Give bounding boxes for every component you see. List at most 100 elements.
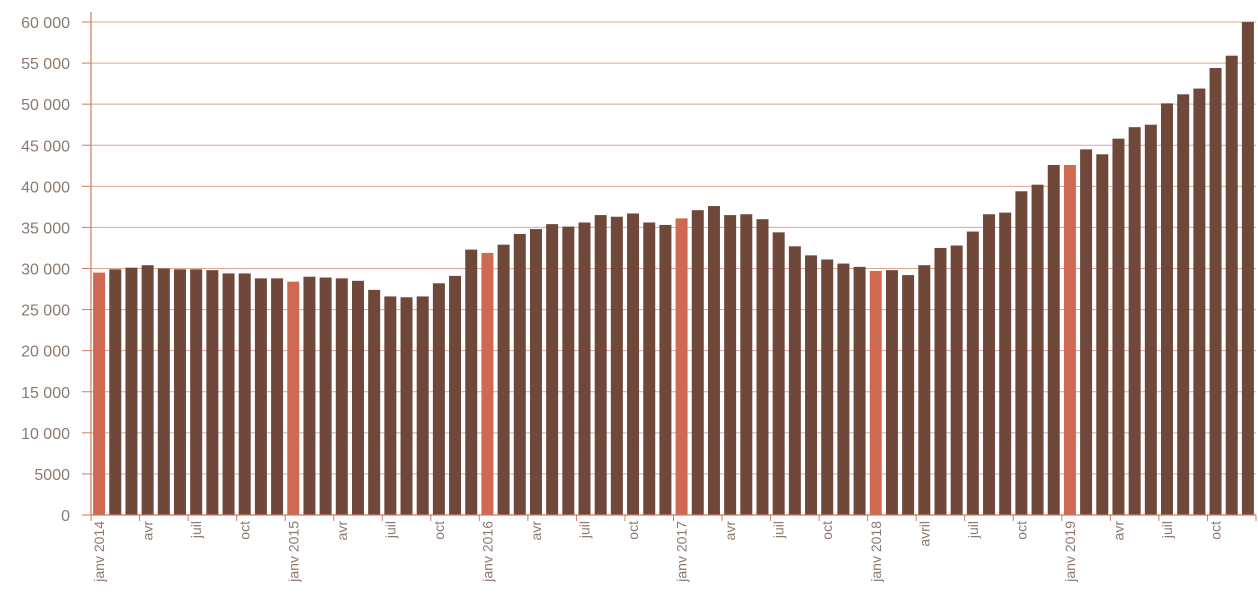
y-tick-label: 50 000	[21, 97, 70, 114]
x-tick-label: oct	[625, 521, 641, 540]
bar	[627, 213, 640, 515]
axes	[82, 12, 1257, 521]
bar	[1047, 164, 1060, 515]
bar	[1209, 68, 1222, 515]
bar	[1161, 103, 1174, 515]
gridlines	[91, 21, 1256, 475]
x-tick-label: juil	[382, 521, 398, 539]
bar	[918, 265, 931, 515]
bar	[1177, 94, 1190, 515]
x-tick-labels: janv 2014 avr juil oct janv 2015 avr juil oct ja…	[91, 521, 1223, 583]
bar	[449, 275, 462, 515]
y-tick-label: 45 000	[21, 138, 70, 155]
bar	[724, 215, 737, 515]
bar	[1096, 154, 1109, 515]
bar-january	[1063, 164, 1076, 515]
x-tick-label: avril	[916, 521, 932, 547]
bar	[772, 232, 785, 515]
x-tick-label: janv 2019	[1062, 521, 1078, 583]
bar	[416, 296, 429, 515]
bar-january	[481, 252, 494, 515]
x-tick-label: juil	[965, 521, 981, 539]
bar	[1241, 22, 1254, 515]
bar	[546, 224, 559, 515]
bar	[238, 273, 251, 515]
bar	[837, 263, 850, 515]
bar	[222, 273, 235, 515]
x-tick-label: juil	[771, 521, 787, 539]
bar	[1144, 124, 1157, 515]
bar	[254, 278, 267, 515]
x-tick-label: oct	[1208, 521, 1224, 540]
bar	[465, 249, 478, 515]
bar-january	[93, 272, 106, 515]
bar	[432, 283, 445, 515]
bar	[400, 297, 413, 515]
x-tick-label: avr	[722, 521, 738, 541]
bar	[1080, 149, 1093, 515]
bar	[610, 216, 623, 516]
x-tick-label: juil	[188, 521, 204, 539]
y-tick-label: 35 000	[21, 220, 70, 237]
bar	[562, 226, 575, 515]
bar-january	[869, 270, 882, 515]
bar	[853, 266, 866, 515]
y-tick-label: 0	[61, 508, 70, 525]
y-tick-label: 25 000	[21, 303, 70, 320]
bar	[1031, 184, 1044, 515]
bar	[983, 214, 996, 515]
bar	[190, 269, 203, 515]
x-tick-label: avr	[334, 521, 350, 541]
bars	[93, 22, 1254, 516]
bar	[109, 269, 122, 515]
bar	[594, 215, 607, 515]
x-tick-label: oct	[237, 521, 253, 540]
bar	[1193, 88, 1206, 516]
y-tick-label: 15 000	[21, 385, 70, 402]
bar	[529, 229, 542, 515]
bar	[1112, 138, 1125, 515]
bar	[173, 269, 186, 515]
bar	[659, 224, 672, 515]
y-tick-labels: 0 5000 10 000 15 000 20 000 25 000 30 000 35 00…	[21, 15, 70, 525]
bar	[351, 280, 364, 515]
bar	[934, 247, 947, 516]
x-tick-label: janv 2014	[91, 521, 107, 583]
bar	[1128, 127, 1141, 515]
bar	[740, 214, 753, 515]
bar	[902, 275, 915, 515]
bar-january	[287, 281, 300, 515]
y-tick-label: 60 000	[21, 15, 70, 32]
bar	[157, 268, 170, 515]
bar	[513, 233, 526, 516]
bar	[271, 278, 284, 515]
y-tick-label: 10 000	[21, 426, 70, 443]
bar	[303, 276, 316, 515]
bar	[1225, 55, 1238, 516]
bar	[805, 255, 818, 515]
x-tick-label: oct	[819, 521, 835, 540]
bar	[1015, 191, 1028, 515]
bar	[756, 219, 769, 515]
x-tick-label: avr	[1110, 521, 1126, 541]
bar-january	[675, 218, 688, 515]
y-tick-label: 55 000	[21, 56, 70, 73]
bar	[966, 231, 979, 515]
bar	[950, 245, 963, 515]
x-tick-label: avr	[528, 521, 544, 541]
x-tick-label: janv 2017	[674, 521, 690, 583]
bar	[643, 222, 656, 515]
bar	[885, 270, 898, 515]
y-tick-label: 40 000	[21, 179, 70, 196]
bar	[335, 278, 348, 515]
bar	[691, 210, 704, 515]
bar	[141, 265, 154, 515]
bar	[319, 277, 332, 515]
bar	[821, 259, 834, 515]
bar	[999, 212, 1012, 516]
bar	[125, 267, 138, 515]
x-tick-label: oct	[1013, 521, 1029, 540]
x-tick-label: oct	[431, 521, 447, 540]
bar	[368, 289, 381, 515]
